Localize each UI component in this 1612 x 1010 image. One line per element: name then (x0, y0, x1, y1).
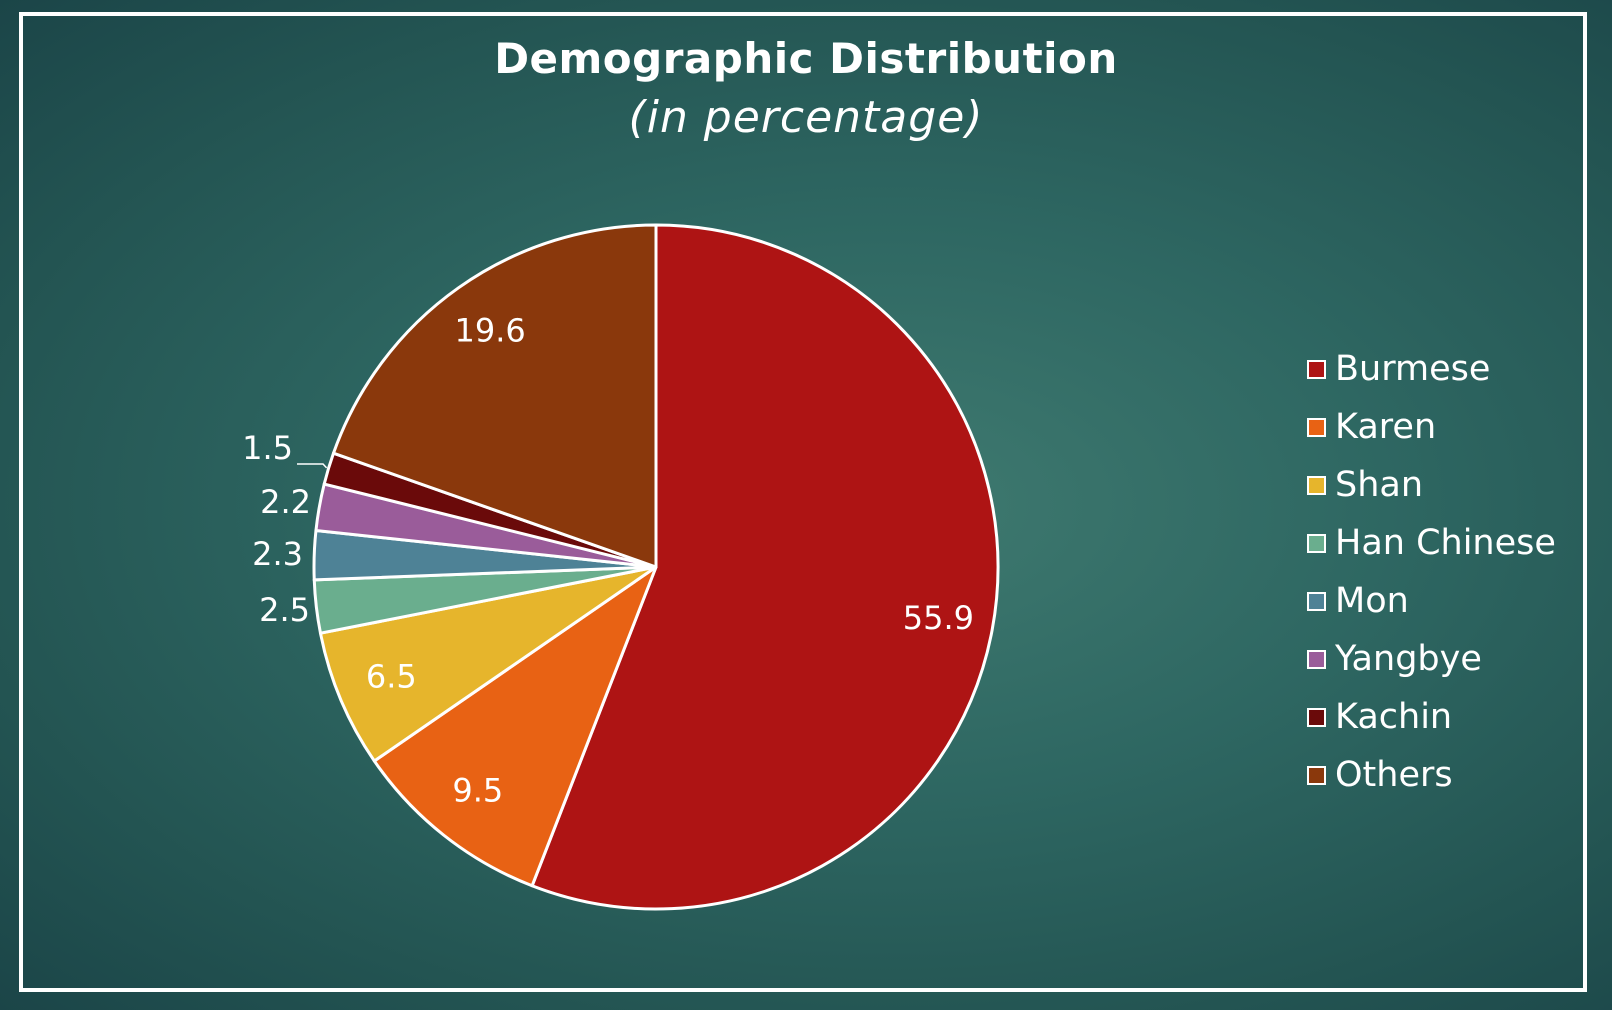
chart-legend: Burmese Karen Shan Han Chinese Mon Yangbye Kac… (1307, 340, 1556, 804)
data-label-kachin: 1.5 (242, 429, 293, 467)
legend-swatch-kachin (1307, 707, 1326, 727)
legend-item-burmese: Burmese (1307, 340, 1556, 398)
legend-swatch-karen (1307, 417, 1326, 437)
legend-item-kachin: Kachin (1307, 688, 1556, 746)
leader-line-kachin (297, 463, 328, 469)
legend-swatch-burmese (1307, 359, 1326, 379)
legend-label-kachin: Kachin (1335, 697, 1453, 737)
data-label-burmese: 55.9 (903, 599, 974, 637)
pie-slice-others (332, 223, 658, 569)
chart-title: Demographic Distribution (494, 34, 1118, 83)
pie-slice-shan (318, 565, 658, 763)
data-label-shan: 6.5 (366, 658, 417, 696)
legend-label-yangbye: Yangbye (1335, 639, 1482, 679)
legend-item-han-chinese: Han Chinese (1307, 514, 1556, 572)
legend-swatch-yangbye (1307, 649, 1326, 669)
data-label-others: 19.6 (454, 312, 525, 350)
data-label-han-chinese: 2.5 (259, 591, 310, 629)
legend-item-others: Others (1307, 746, 1556, 804)
data-label-mon: 2.3 (252, 535, 303, 573)
legend-swatch-shan (1307, 475, 1326, 495)
legend-label-shan: Shan (1335, 465, 1424, 505)
legend-label-han-chinese: Han Chinese (1335, 523, 1556, 563)
chart-subtitle: (in percentage) (628, 92, 984, 143)
legend-swatch-others (1307, 765, 1326, 785)
legend-item-yangbye: Yangbye (1307, 630, 1556, 688)
legend-label-karen: Karen (1335, 407, 1437, 447)
pie-slice-burmese (530, 223, 1000, 911)
legend-label-others: Others (1335, 755, 1453, 795)
data-label-karen: 9.5 (452, 771, 503, 809)
legend-item-shan: Shan (1307, 456, 1556, 514)
legend-swatch-han-chinese (1307, 533, 1326, 553)
data-label-yangbye: 2.2 (260, 483, 311, 521)
legend-label-burmese: Burmese (1335, 349, 1491, 389)
chart-frame (19, 12, 1587, 992)
legend-label-mon: Mon (1335, 581, 1409, 621)
legend-item-mon: Mon (1307, 572, 1556, 630)
legend-swatch-mon (1307, 591, 1326, 611)
legend-item-karen: Karen (1307, 398, 1556, 456)
pie-slice-karen (372, 565, 658, 888)
